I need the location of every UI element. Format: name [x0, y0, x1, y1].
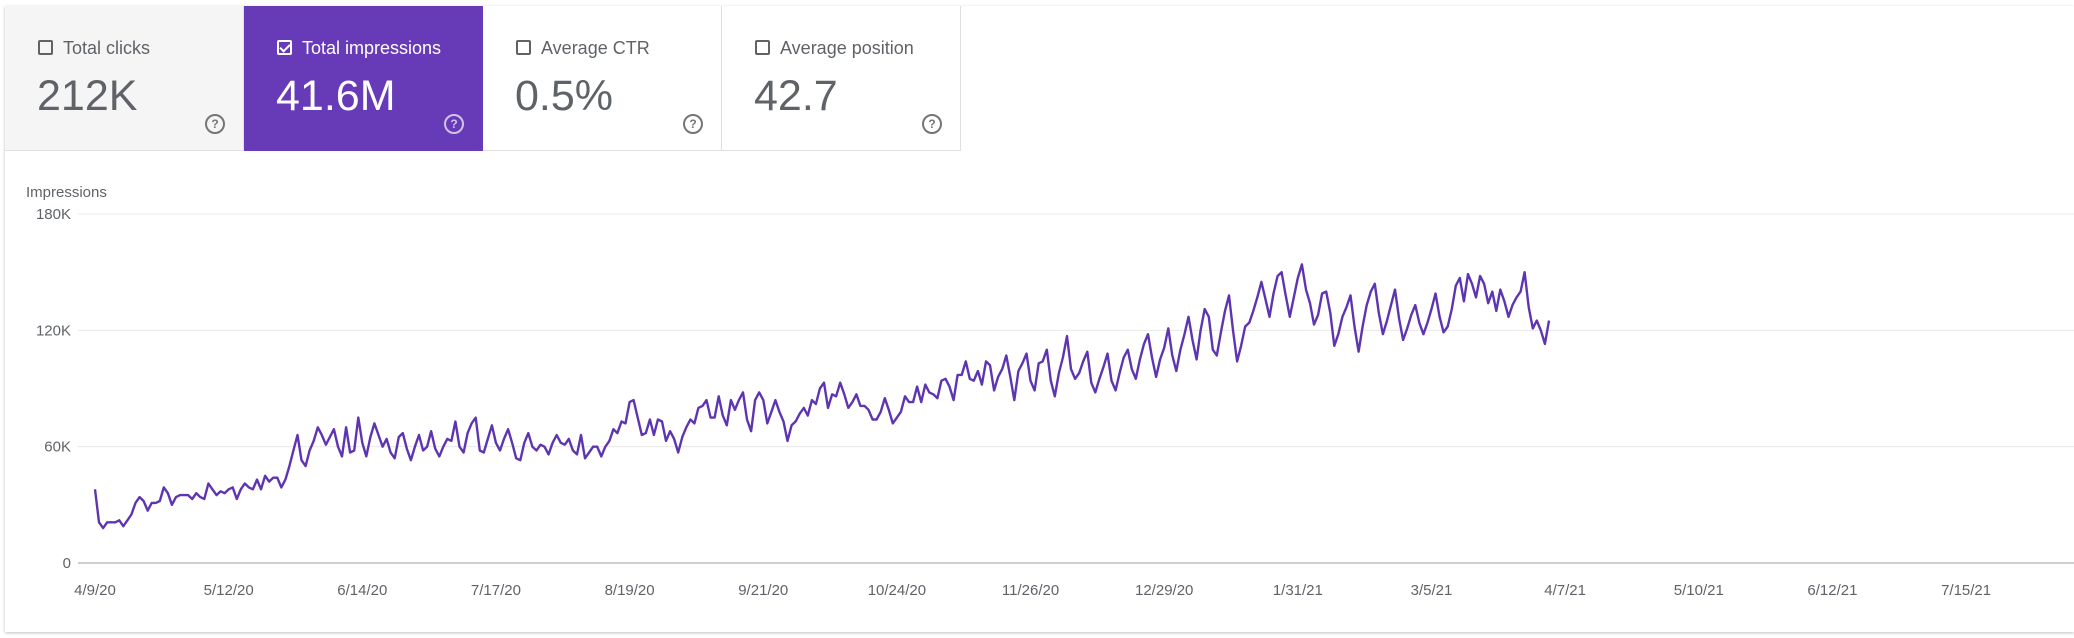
card-label: Total impressions [302, 38, 442, 58]
y-axis-title: Impressions [26, 184, 107, 201]
help-icon[interactable]: ? [683, 114, 703, 134]
card-total-impressions[interactable]: Total impressions 41.6M ? [244, 6, 483, 151]
card-value: 42.7 [754, 72, 838, 120]
card-average-position[interactable]: Average position 42.7 ? [722, 6, 961, 151]
x-tick-label: 1/31/21 [1273, 582, 1323, 599]
x-tick-label: 5/12/20 [204, 582, 254, 599]
card-label: Total clicks [63, 38, 151, 58]
x-tick-label: 7/15/21 [1941, 582, 1991, 599]
card-total-clicks[interactable]: Total clicks 212K ? [5, 6, 244, 151]
metric-cards: Total clicks 212K ? Total impressions 41… [5, 6, 961, 151]
x-tick-labels: 4/9/20 5/12/20 6/14/20 7/17/20 8/19/20 9/21/2… [74, 582, 1991, 599]
card-value: 212K [37, 72, 138, 120]
x-tick-label: 11/26/20 [1002, 582, 1059, 599]
x-tick-label: 10/24/20 [868, 582, 926, 599]
checkbox-checked-icon[interactable] [277, 40, 292, 55]
x-tick-label: 12/29/20 [1135, 582, 1193, 599]
x-tick-label: 5/10/21 [1674, 582, 1724, 599]
x-tick-label: 8/19/20 [605, 582, 655, 599]
checkbox-icon[interactable] [38, 40, 53, 55]
x-tick-label: 4/9/20 [74, 582, 116, 599]
y-tick-label: 0 [63, 555, 71, 572]
help-icon[interactable]: ? [444, 114, 464, 134]
y-tick-labels: 0 60K 120K 180K [36, 206, 71, 572]
grid-lines [78, 213, 2074, 564]
x-tick-label: 6/12/21 [1807, 582, 1857, 599]
card-value: 0.5% [515, 72, 614, 120]
y-tick-label: 60K [44, 439, 71, 456]
series-line-impressions [93, 263, 1551, 530]
x-tick-label: 3/5/21 [1411, 582, 1453, 599]
help-icon[interactable]: ? [205, 114, 225, 134]
card-label: Average CTR [541, 38, 650, 58]
checkbox-icon[interactable] [516, 40, 531, 55]
y-tick-label: 180K [36, 206, 71, 223]
help-icon[interactable]: ? [922, 114, 942, 134]
x-tick-label: 7/17/20 [471, 582, 521, 599]
card-value: 41.6M [276, 72, 396, 120]
x-tick-label: 6/14/20 [337, 582, 387, 599]
card-label: Average position [780, 38, 914, 58]
x-tick-label: 9/21/20 [738, 582, 788, 599]
performance-panel: Total clicks 212K ? Total impressions 41… [5, 6, 2074, 632]
y-tick-label: 120K [36, 322, 71, 339]
card-average-ctr[interactable]: Average CTR 0.5% ? [483, 6, 722, 151]
x-tick-label: 4/7/21 [1544, 582, 1586, 599]
checkbox-icon[interactable] [755, 40, 770, 55]
